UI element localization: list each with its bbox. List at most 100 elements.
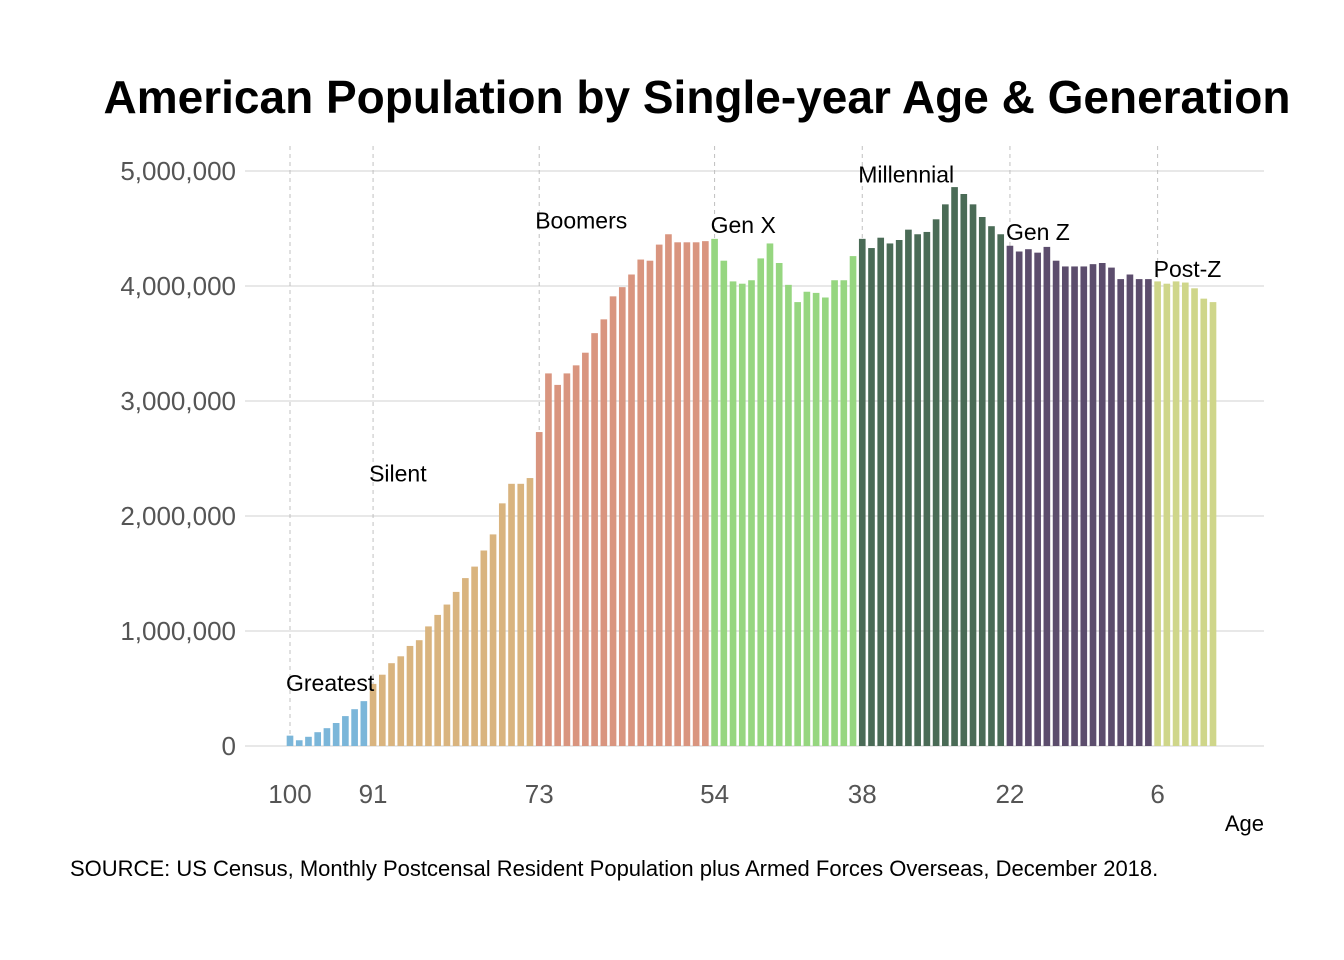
bar-age-72 — [545, 373, 552, 746]
bar-age-78 — [489, 534, 497, 746]
axis-ticks: 0 1,000,000 2,000,000 3,000,000 4,000,000 5,0… — [120, 156, 1165, 809]
bar-age-100 — [286, 735, 294, 746]
bar-age-16 — [1061, 266, 1069, 746]
bar-age-21 — [1015, 251, 1023, 746]
generation-label: Gen X — [711, 212, 776, 238]
bar-age-31 — [923, 231, 931, 746]
x-tick-label: 22 — [995, 779, 1024, 809]
bar-age-69 — [572, 365, 580, 746]
bar-age-57 — [683, 242, 691, 747]
bar-age-62 — [637, 259, 645, 746]
bar-age-49 — [757, 258, 765, 746]
bar-age-75 — [517, 483, 525, 746]
bar-age-42 — [822, 297, 829, 746]
bar-age-99 — [295, 740, 303, 746]
x-tick-label: 100 — [268, 779, 311, 809]
bar-age-56 — [692, 242, 700, 747]
bars-group — [286, 187, 1217, 747]
bar-age-18 — [1043, 246, 1051, 746]
x-tick-label: 91 — [359, 779, 388, 809]
bar-age-30 — [932, 219, 940, 747]
generation-label: Silent — [369, 461, 427, 487]
bar-age-73 — [535, 432, 543, 746]
y-tick-label: 3,000,000 — [120, 386, 236, 416]
bar-age-35 — [886, 243, 894, 746]
bar-age-61 — [646, 260, 654, 746]
source-note: SOURCE: US Census, Monthly Postcensal Re… — [70, 856, 1159, 881]
bar-age-33 — [905, 229, 912, 746]
bar-age-34 — [895, 240, 903, 746]
bar-age-48 — [766, 243, 774, 746]
bar-age-15 — [1071, 266, 1078, 746]
bar-age-13 — [1089, 264, 1097, 746]
bar-age-84 — [434, 614, 442, 746]
bar-age-12 — [1098, 263, 1106, 746]
bar-age-65 — [609, 296, 617, 746]
bar-age-68 — [582, 352, 589, 746]
bar-age-41 — [831, 280, 838, 746]
bar-age-6 — [1154, 281, 1161, 746]
bar-age-64 — [618, 287, 626, 746]
bar-age-10 — [1117, 279, 1125, 746]
bar-age-5 — [1163, 283, 1171, 746]
bar-age-17 — [1052, 260, 1060, 746]
bar-age-4 — [1172, 281, 1180, 746]
bar-age-51 — [738, 283, 746, 746]
bar-age-93 — [351, 709, 358, 746]
bar-age-44 — [803, 291, 811, 746]
bar-age-2 — [1191, 288, 1198, 746]
bar-age-24 — [988, 226, 995, 746]
bar-age-83 — [443, 604, 451, 746]
x-tick-label: 6 — [1150, 779, 1164, 809]
bar-age-46 — [785, 284, 792, 746]
y-tick-label: 0 — [222, 731, 236, 761]
x-tick-label: 73 — [525, 779, 554, 809]
bar-age-94 — [342, 716, 349, 746]
bar-age-98 — [305, 736, 312, 746]
bar-age-77 — [498, 503, 506, 746]
bar-age-8 — [1135, 279, 1143, 746]
bar-age-7 — [1145, 279, 1152, 746]
bar-age-37 — [868, 248, 875, 747]
bar-age-38 — [858, 238, 866, 746]
bar-age-28 — [951, 187, 958, 747]
bar-age-11 — [1108, 267, 1115, 746]
bar-age-1 — [1200, 298, 1208, 746]
bar-age-0 — [1209, 302, 1217, 746]
bar-age-76 — [508, 483, 515, 746]
chart-title: American Population by Single-year Age &… — [103, 71, 1291, 123]
bar-age-39 — [849, 256, 857, 746]
generation-label: Post-Z — [1154, 256, 1222, 282]
bar-age-50 — [748, 280, 755, 746]
bar-age-26 — [969, 204, 977, 747]
bar-age-59 — [665, 234, 672, 746]
bar-age-43 — [812, 292, 820, 746]
bar-age-88 — [397, 656, 405, 746]
bar-age-82 — [452, 591, 460, 746]
y-tick-label: 1,000,000 — [120, 616, 236, 646]
bar-age-70 — [563, 373, 571, 746]
bar-age-80 — [471, 566, 478, 746]
x-tick-label: 38 — [848, 779, 877, 809]
bar-age-54 — [711, 238, 718, 746]
generation-label: Boomers — [535, 208, 627, 234]
bar-age-22 — [1006, 245, 1014, 746]
bar-age-27 — [960, 194, 968, 746]
bar-age-90 — [378, 674, 386, 746]
bar-age-45 — [794, 302, 801, 746]
bar-age-92 — [360, 701, 368, 746]
bar-age-89 — [388, 663, 395, 746]
bar-age-97 — [314, 732, 322, 746]
bar-age-95 — [332, 723, 340, 746]
bar-age-96 — [323, 728, 331, 746]
generation-label: Millennial — [858, 162, 954, 188]
bar-age-87 — [406, 645, 414, 746]
bar-age-91 — [369, 683, 377, 746]
bar-age-53 — [720, 260, 728, 746]
generation-labels: Greatest Silent Boomers Gen X Millennial Gen … — [286, 162, 1221, 696]
bar-age-60 — [655, 244, 663, 746]
generation-label: Gen Z — [1006, 219, 1070, 245]
bar-age-52 — [729, 281, 737, 746]
bar-age-55 — [702, 241, 709, 746]
